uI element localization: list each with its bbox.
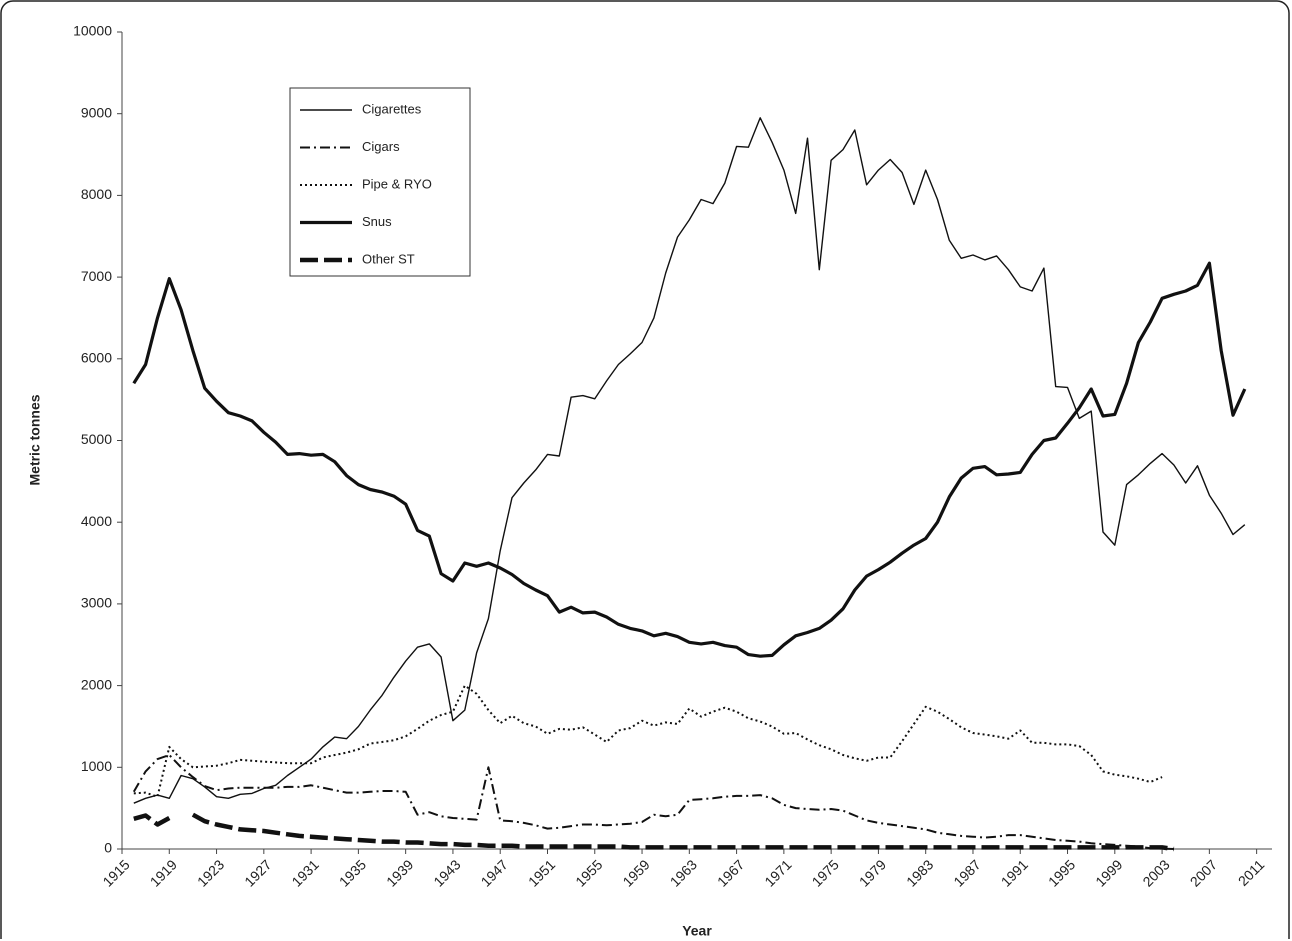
y-axis-label: Metric tonnes <box>27 394 43 485</box>
legend-label: Cigarettes <box>362 101 422 116</box>
y-tick-label: 4000 <box>81 513 112 529</box>
y-tick-label: 8000 <box>81 186 112 202</box>
legend-label: Other ST <box>362 251 415 266</box>
series-line <box>132 754 1174 850</box>
series-line <box>133 117 1246 804</box>
y-tick-label: 0 <box>104 840 112 856</box>
series-line <box>133 812 1175 852</box>
y-tick-label: 1000 <box>81 758 112 774</box>
x-axis-label: Year <box>682 923 712 939</box>
legend-label: Snus <box>362 214 392 229</box>
y-tick-label: 9000 <box>81 104 112 120</box>
y-tick-label: 6000 <box>81 350 112 366</box>
y-tick-label: 2000 <box>81 676 112 692</box>
y-tick-label: 3000 <box>81 595 112 611</box>
y-tick-label: 10000 <box>73 23 112 39</box>
legend-label: Pipe & RYO <box>362 176 432 191</box>
y-tick-label: 5000 <box>81 431 112 447</box>
series-line <box>133 684 1163 798</box>
legend-box <box>289 87 471 277</box>
series-line <box>132 261 1247 658</box>
legend-label: Cigars <box>362 139 400 154</box>
y-tick-label: 7000 <box>81 268 112 284</box>
